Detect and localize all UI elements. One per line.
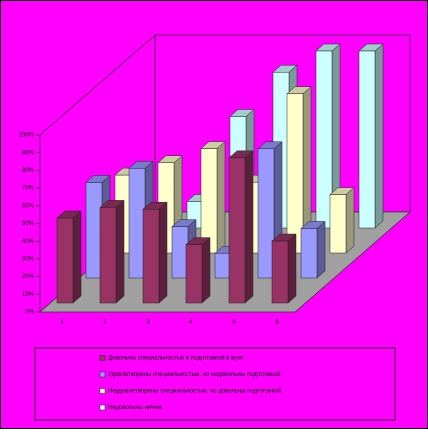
bar <box>257 148 275 279</box>
bar-side <box>287 233 297 304</box>
x-tick-label: 3 <box>146 320 150 326</box>
y-tick-label: 90% <box>22 150 35 156</box>
legend-label: Неудовлетворены специальностью, но довол… <box>108 388 281 395</box>
y-tick-label: 80% <box>22 168 35 174</box>
bar <box>142 208 160 304</box>
x-tick-label: 6 <box>275 320 279 326</box>
bar <box>300 228 318 279</box>
bar <box>171 226 189 279</box>
y-tick-label: 10% <box>22 292 35 298</box>
legend-label: Довольны специальностью и подготовкой в … <box>108 355 244 362</box>
bar-side <box>345 187 355 254</box>
y-tick-label: 50% <box>22 221 35 227</box>
legend-swatch <box>99 388 106 394</box>
bar <box>329 194 347 254</box>
bar-side <box>244 150 254 304</box>
bar <box>85 182 103 279</box>
x-tick-label: 2 <box>103 320 107 326</box>
y-tick-label: 40% <box>22 239 35 245</box>
legend-swatch <box>99 404 106 411</box>
bar <box>99 207 117 304</box>
y-tick-label: 70% <box>22 186 35 192</box>
x-tick-label: 1 <box>60 320 64 326</box>
bar-side <box>216 141 226 254</box>
bar <box>128 168 146 279</box>
bar <box>185 244 203 304</box>
y-tick-label: 20% <box>22 274 35 280</box>
legend-swatch <box>99 355 106 361</box>
x-tick-label: 5 <box>232 320 236 326</box>
bar-side <box>72 210 82 304</box>
y-tick-label: 100% <box>19 133 35 139</box>
bar-side <box>374 43 384 229</box>
bar <box>358 50 376 229</box>
y-tick-label: 0% <box>25 310 34 316</box>
bar <box>228 157 246 304</box>
bar <box>214 252 232 279</box>
bar-side <box>115 199 125 304</box>
bar-side <box>201 237 211 304</box>
bar-side <box>316 220 326 279</box>
bar-side <box>158 201 168 304</box>
legend-label: Недовольны ничем <box>108 405 162 411</box>
bar <box>271 240 289 304</box>
y-tick-label: 60% <box>22 203 35 209</box>
bar <box>200 148 218 254</box>
x-tick-label: 4 <box>189 320 193 326</box>
legend-swatch <box>99 371 106 378</box>
y-tick-label: 30% <box>22 256 35 262</box>
bar <box>286 93 304 254</box>
bar <box>315 50 333 229</box>
bar <box>56 217 74 304</box>
legend-label: Удовлетворены специальностью, но недовол… <box>108 371 280 378</box>
legend <box>34 347 396 421</box>
